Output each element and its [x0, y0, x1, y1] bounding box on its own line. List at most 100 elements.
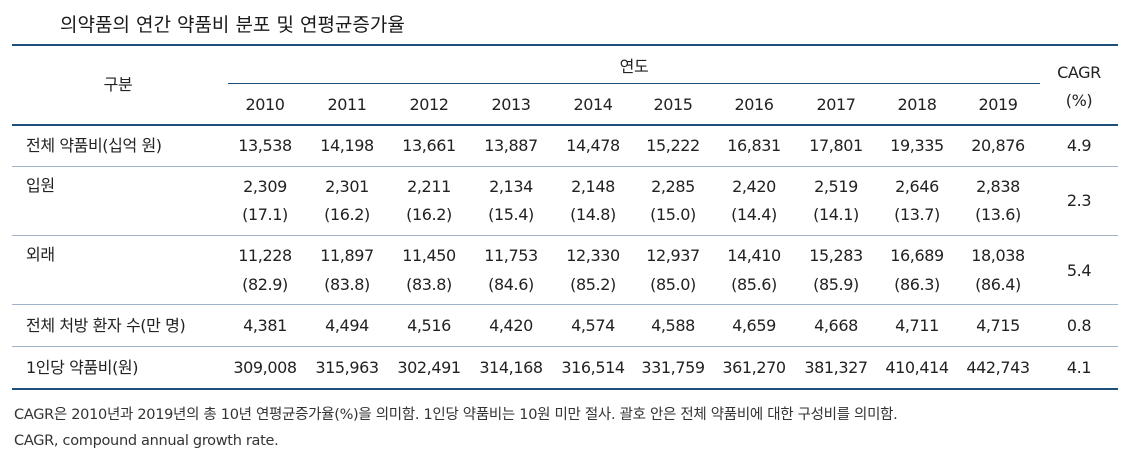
- table-cell-value: 13,887: [484, 136, 538, 155]
- table-cell-value: 4,711: [895, 316, 939, 335]
- header-bottom-border: [12, 124, 1118, 126]
- year-group-underline: [228, 83, 1040, 84]
- table-cell-value: 11,753: [484, 246, 538, 265]
- table-cell-value: 4,420: [489, 316, 533, 335]
- table-cell-share: (16.2): [406, 205, 452, 224]
- header-cagr: CAGR: [1057, 63, 1101, 82]
- table-cell-value: 4,715: [976, 316, 1020, 335]
- table-cell-value: 15,222: [646, 136, 700, 155]
- table-cell-value: 17,801: [809, 136, 863, 155]
- table-cell-share: (17.1): [242, 205, 288, 224]
- table-cell-cagr: 0.8: [1066, 316, 1092, 335]
- row-divider: [12, 235, 1118, 236]
- row-divider: [12, 166, 1118, 167]
- table-top-border: [12, 44, 1118, 46]
- row-label: 전체 처방 환자 수(만 명): [26, 316, 186, 335]
- table-cell-value: 2,420: [732, 177, 776, 196]
- table-cell-value: 381,327: [804, 358, 868, 377]
- table-cell-cagr: 5.4: [1066, 261, 1092, 280]
- table-cell-value: 4,494: [325, 316, 369, 335]
- table-cell-value: 2,309: [243, 177, 287, 196]
- table-cell-value: 4,516: [407, 316, 451, 335]
- table-cell-cagr: 4.9: [1066, 136, 1092, 155]
- header-cagr-unit: (%): [1065, 91, 1093, 110]
- table-cell-value: 2,519: [814, 177, 858, 196]
- table-cell-share: (85.0): [650, 275, 696, 294]
- table-cell-value: 331,759: [641, 358, 705, 377]
- table-cell-value: 11,897: [320, 246, 374, 265]
- table-cell-value: 442,743: [966, 358, 1030, 377]
- header-year: 2015: [653, 95, 693, 114]
- table-cell-value: 2,301: [325, 177, 369, 196]
- table-cell-share: (84.6): [488, 275, 534, 294]
- row-divider: [12, 304, 1118, 305]
- table-cell-share: (85.2): [570, 275, 616, 294]
- page-title: 의약품의 연간 약품비 분포 및 연평균증가율: [60, 14, 405, 36]
- table-cell-value: 15,283: [809, 246, 863, 265]
- header-year: 2019: [978, 95, 1018, 114]
- table-cell-value: 4,574: [571, 316, 615, 335]
- table-cell-share: (15.0): [650, 205, 696, 224]
- row-label: 1인당 약품비(원): [26, 358, 139, 377]
- header-category: 구분: [103, 75, 133, 94]
- table-cell-value: 4,588: [651, 316, 695, 335]
- table-cell-value: 309,008: [233, 358, 297, 377]
- table-cell-share: (82.9): [242, 275, 288, 294]
- table-cell-value: 16,831: [727, 136, 781, 155]
- table-cell-share: (83.8): [406, 275, 452, 294]
- footnote-abbreviation: CAGR, compound annual growth rate.: [14, 433, 279, 449]
- header-year: 2014: [573, 95, 613, 114]
- table-cell-share: (13.7): [894, 205, 940, 224]
- table-cell-value: 11,228: [238, 246, 292, 265]
- footnote-cagr: CAGR은 2010년과 2019년의 총 10년 연평균증가율(%)을 의미함…: [14, 407, 898, 423]
- table-cell-value: 4,659: [732, 316, 776, 335]
- table-cell-value: 12,937: [646, 246, 700, 265]
- table-cell-share: (15.4): [488, 205, 534, 224]
- table-cell-value: 11,450: [402, 246, 456, 265]
- header-year: 2016: [734, 95, 774, 114]
- table-cell-value: 314,168: [479, 358, 543, 377]
- table-cell-share: (86.3): [894, 275, 940, 294]
- table-cell-share: (14.8): [570, 205, 616, 224]
- header-year: 2018: [897, 95, 937, 114]
- table-cell-share: (85.6): [731, 275, 777, 294]
- table-cell-value: 4,668: [814, 316, 858, 335]
- row-label: 입원: [26, 176, 55, 195]
- table-cell-value: 410,414: [885, 358, 949, 377]
- table-cell-value: 2,134: [489, 177, 533, 196]
- table-cell-share: (14.4): [731, 205, 777, 224]
- table-cell-value: 302,491: [397, 358, 461, 377]
- table-cell-share: (83.8): [324, 275, 370, 294]
- table-cell-share: (16.2): [324, 205, 370, 224]
- table-cell-value: 2,838: [976, 177, 1020, 196]
- header-year: 2010: [245, 95, 285, 114]
- table-cell-value: 361,270: [722, 358, 786, 377]
- table-cell-value: 18,038: [971, 246, 1025, 265]
- table-cell-value: 14,478: [566, 136, 620, 155]
- table-cell-value: 2,646: [895, 177, 939, 196]
- table-cell-value: 316,514: [561, 358, 625, 377]
- row-divider: [12, 346, 1118, 347]
- table-cell-value: 12,330: [566, 246, 620, 265]
- table-cell-value: 19,335: [890, 136, 944, 155]
- table-cell-value: 2,211: [407, 177, 451, 196]
- table-cell-value: 2,148: [571, 177, 615, 196]
- row-label: 외래: [26, 245, 55, 264]
- table-cell-value: 315,963: [315, 358, 379, 377]
- table-cell-value: 14,198: [320, 136, 374, 155]
- table-cell-share: (86.4): [975, 275, 1021, 294]
- table-cell-cagr: 2.3: [1066, 191, 1092, 210]
- header-year: 2013: [491, 95, 531, 114]
- table-cell-value: 14,410: [727, 246, 781, 265]
- table-bottom-border: [12, 388, 1118, 390]
- table-cell-value: 2,285: [651, 177, 695, 196]
- table-cell-value: 4,381: [243, 316, 287, 335]
- header-year: 2017: [816, 95, 856, 114]
- table-cell-cagr: 4.1: [1066, 358, 1092, 377]
- table-cell-value: 13,538: [238, 136, 292, 155]
- table-cell-value: 13,661: [402, 136, 456, 155]
- header-year: 2012: [409, 95, 449, 114]
- table-cell-share: (14.1): [813, 205, 859, 224]
- row-label: 전체 약품비(십억 원): [26, 136, 162, 155]
- table-cell-value: 16,689: [890, 246, 944, 265]
